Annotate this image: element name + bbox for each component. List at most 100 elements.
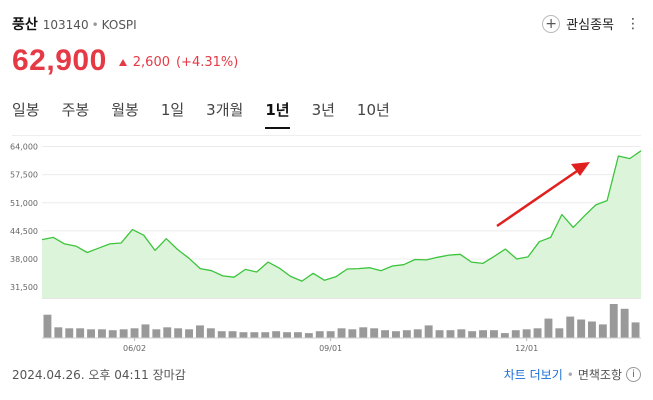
- volume-bar: [294, 332, 302, 338]
- annotation-arrow-line: [496, 167, 581, 228]
- volume-bar: [217, 331, 226, 338]
- tab-10year[interactable]: 10년: [356, 101, 390, 119]
- volume-bar: [239, 332, 248, 338]
- current-price: 62,900: [12, 44, 107, 77]
- volume-bar: [381, 330, 389, 338]
- volume-bar: [98, 329, 106, 339]
- disclaimer-link[interactable]: 면책조항: [577, 368, 622, 382]
- y-tick-label: 38,000: [10, 255, 38, 264]
- triangle-up-icon: [118, 59, 127, 66]
- market-timestamp: 2024.04.26. 오후 04:11 장마감: [12, 368, 186, 382]
- footer-separator: •: [566, 367, 574, 382]
- volume-bar: [402, 330, 411, 338]
- tab-1day[interactable]: 1일: [160, 101, 185, 119]
- volume-bar: [511, 330, 520, 338]
- volume-bar: [250, 332, 259, 338]
- tab-divider: [12, 135, 641, 136]
- volume-bar: [261, 332, 270, 338]
- volume-bar: [446, 330, 455, 338]
- volume-bar: [87, 329, 95, 339]
- y-tick-label: 44,500: [10, 227, 38, 236]
- volume-bar: [609, 304, 618, 338]
- stock-market: KOSPI: [101, 18, 137, 32]
- volume-bar: [566, 316, 575, 338]
- volume-bar: [65, 328, 74, 338]
- footer-links: 차트 더보기 • 면책조항 i: [504, 366, 641, 383]
- volume-bar: [141, 324, 150, 338]
- x-tick-label: 12/01: [515, 344, 538, 353]
- change-percent: (+4.31%): [175, 55, 239, 70]
- watchlist-label: 관심종목: [566, 18, 614, 33]
- add-watchlist-button[interactable]: + 관심종목 ⋮: [542, 14, 640, 33]
- volume-bar: [544, 318, 553, 338]
- volume-bar: [196, 325, 204, 338]
- period-tabs: 일봉 주봉 월봉 1일 3개월 1년 3년 10년: [12, 99, 412, 129]
- volume-bar: [500, 333, 509, 338]
- chart-footer: 2024.04.26. 오후 04:11 장마감 차트 더보기 • 면책조항 i: [12, 366, 641, 383]
- volume-bar: [76, 328, 85, 338]
- volume-bar: [348, 329, 357, 339]
- volume-bar: [555, 328, 564, 338]
- volume-bar: [163, 327, 172, 338]
- volume-bar: [468, 331, 477, 338]
- stock-header: 풍산 103140 • KOSPI + 관심종목 ⋮: [12, 14, 641, 38]
- y-tick-label: 64,000: [10, 142, 38, 151]
- tab-1year[interactable]: 1년: [265, 99, 290, 129]
- tab-3year[interactable]: 3년: [311, 101, 335, 119]
- separator-dot: •: [91, 18, 99, 32]
- volume-bar: [206, 328, 215, 338]
- volume-bar: [577, 319, 586, 338]
- tab-weekly[interactable]: 주봉: [61, 101, 90, 119]
- stock-name: 풍산: [12, 17, 38, 33]
- more-vertical-icon[interactable]: ⋮: [626, 15, 640, 32]
- volume-bar: [119, 329, 128, 339]
- chart-more-link[interactable]: 차트 더보기: [503, 368, 563, 382]
- volume-bar: [185, 329, 193, 339]
- price-area-fill: [42, 150, 641, 298]
- volume-bar: [337, 328, 346, 338]
- volume-bar: [108, 330, 117, 338]
- change-amount: 2,600: [132, 55, 170, 70]
- info-circle-icon[interactable]: i: [626, 367, 641, 382]
- y-tick-label: 31,500: [10, 283, 38, 292]
- x-tick-label: 09/01: [319, 344, 342, 353]
- price-line: [41, 150, 642, 282]
- volume-bar: [424, 325, 433, 338]
- price-row: 62,900 2,600 (+4.31%): [12, 44, 238, 78]
- volume-bar: [359, 327, 368, 338]
- volume-bar: [326, 331, 335, 338]
- plus-circle-icon: +: [542, 14, 561, 33]
- volume-bar: [315, 331, 324, 338]
- tab-monthly[interactable]: 월봉: [111, 101, 139, 119]
- volume-bar: [174, 328, 183, 338]
- volume-bar: [413, 329, 422, 339]
- y-tick-label: 57,500: [10, 171, 38, 180]
- volume-bar: [598, 324, 607, 338]
- volume-bar: [370, 328, 379, 338]
- volume-bar: [130, 328, 139, 338]
- volume-bar: [283, 332, 291, 338]
- x-tick-label: 06/02: [123, 344, 146, 353]
- stock-title-row: 풍산 103140 • KOSPI: [12, 14, 641, 34]
- volume-bar: [588, 321, 596, 338]
- volume-bar: [479, 330, 487, 338]
- volume-bar: [490, 330, 498, 338]
- volume-bar: [457, 329, 466, 339]
- stock-code: 103140: [42, 18, 89, 32]
- volume-bar: [304, 333, 313, 338]
- volume-bar: [43, 314, 52, 338]
- volume-bar: [272, 331, 281, 338]
- tab-daily[interactable]: 일봉: [12, 101, 40, 119]
- volume-bar: [54, 327, 63, 338]
- tab-3month[interactable]: 3개월: [206, 101, 244, 119]
- price-chart[interactable]: 64,000 57,500 51,000 44,500 38,000 31,500 06/0…: [0, 140, 653, 358]
- y-tick-label: 51,000: [10, 199, 38, 208]
- price-change: 2,600 (+4.31%): [118, 55, 239, 70]
- volume-bar: [152, 329, 161, 339]
- volume-bar: [522, 329, 531, 339]
- annotation-arrow-head: [571, 162, 590, 176]
- volume-bar: [631, 322, 640, 338]
- volume-bar: [228, 331, 237, 338]
- volume-bar: [533, 328, 542, 338]
- volume-bar: [435, 330, 444, 338]
